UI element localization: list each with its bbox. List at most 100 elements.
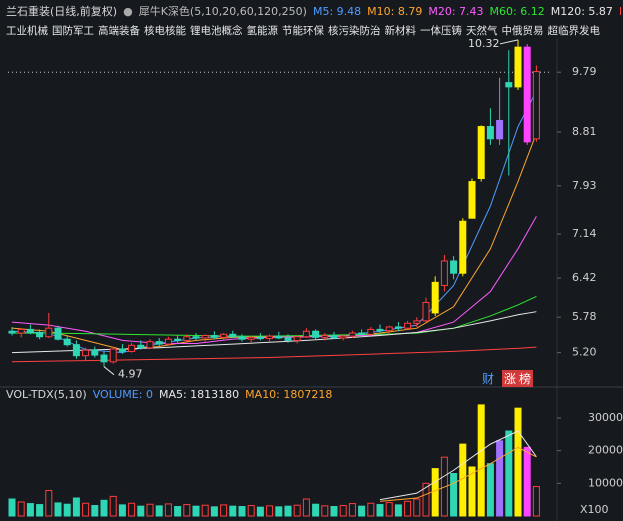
title: 兰石重装(日线,前复权) [6, 5, 118, 18]
candle [26, 324, 34, 335]
y-tick-label: 7.93 [572, 179, 597, 192]
button[interactable]: 涨 [502, 370, 519, 387]
legend-entry: M250: 5 [619, 5, 621, 18]
candle [532, 65, 540, 142]
candle-body [376, 328, 384, 332]
volume-bar [63, 503, 71, 517]
candle-body [413, 320, 421, 324]
candle [118, 344, 126, 354]
volume-bar [137, 505, 145, 517]
concept-tag[interactable]: 锂电池概念 [190, 25, 243, 37]
candle [293, 335, 301, 344]
volume-ma-line [379, 446, 537, 502]
volume-bar [100, 499, 108, 517]
candle-body [486, 126, 494, 140]
volume-subtitle: VOLUME: 0 [92, 388, 153, 401]
volume-legend-entry: MA10: 1807218 [245, 388, 333, 401]
candle [247, 335, 255, 343]
concept-tag[interactable]: 高端装备 [98, 25, 140, 37]
volume-unit: X100 [580, 503, 609, 516]
concept-tag[interactable]: 超临界发电 [547, 25, 601, 37]
volume-y-tick-label: 10000 [588, 476, 623, 489]
button[interactable]: 财 [482, 372, 495, 386]
volume-title: VOL-TDX(5,10) [6, 388, 87, 401]
y-tick-label: 5.20 [572, 346, 597, 359]
candle [486, 108, 494, 145]
candle-body [459, 220, 467, 274]
candle [238, 334, 246, 342]
candle-body [256, 336, 264, 340]
volume-bar [266, 505, 274, 517]
concept-tag[interactable]: 新材料 [384, 25, 417, 37]
concept-tag[interactable]: 氢能源 [246, 25, 279, 37]
candle-body [275, 335, 283, 339]
candle-body [155, 341, 163, 345]
concept-tag[interactable]: 天然气 [466, 25, 498, 37]
candle [146, 339, 154, 349]
candle-body [63, 338, 71, 346]
annotation: 10.32 [468, 37, 500, 50]
candle [137, 340, 145, 350]
legend-entry: M60: 6.12 [489, 4, 545, 18]
indicator-icon[interactable]: ● [123, 4, 133, 18]
candle [413, 317, 421, 327]
candle-body [532, 71, 540, 140]
candle-body [183, 336, 191, 341]
concept-tag[interactable]: 中俄贸易 [501, 25, 544, 37]
candle-body [440, 260, 448, 286]
candle-body [82, 349, 90, 357]
candle-body [238, 336, 246, 340]
volume-bar [293, 504, 301, 517]
concept-tag[interactable]: 核电核能 [144, 25, 186, 37]
candle-body [514, 46, 522, 88]
candle [440, 254, 448, 292]
candle-body [192, 336, 200, 339]
candle [459, 218, 467, 277]
candle [284, 334, 292, 343]
candle-body [91, 349, 99, 356]
candle-body [496, 119, 504, 140]
candle-body [45, 327, 53, 338]
volume-legend-entry: MA5: 1813180 [158, 388, 240, 401]
volume-bar [431, 468, 439, 517]
volume-bar [82, 502, 90, 517]
concept-tag[interactable]: 工业机械 [6, 25, 48, 37]
volume-bar [422, 482, 430, 517]
volume-bar [155, 505, 163, 517]
concept-tag[interactable]: 国防军工 [52, 25, 94, 37]
candle [523, 44, 531, 145]
volume-bar [128, 502, 136, 517]
volume-ma-line [379, 430, 537, 501]
button[interactable]: 榜 [517, 370, 534, 387]
concept-tag[interactable]: 核污染防治 [328, 25, 381, 37]
candle [128, 342, 136, 353]
candle [321, 333, 329, 341]
volume-bar [312, 503, 320, 517]
candle [302, 328, 310, 338]
candle [450, 256, 458, 280]
concept-tag[interactable]: 一体压铸 [420, 25, 462, 37]
candle [183, 334, 191, 342]
volume-bar [17, 501, 25, 517]
volume-bar [477, 404, 485, 517]
candle-body [348, 332, 356, 337]
volume-bar [192, 505, 200, 517]
candle [266, 334, 274, 342]
candle [91, 346, 99, 358]
candle-body [220, 333, 228, 338]
volume-bar [284, 505, 292, 517]
concept-tag[interactable]: 节能环保 [282, 25, 324, 37]
volume-bar [376, 504, 384, 517]
volume-bar [385, 502, 393, 517]
volume-bar [118, 504, 126, 517]
volume-bar [348, 503, 356, 517]
candle-body [321, 335, 329, 338]
volume-bar [496, 440, 504, 517]
volume-bar [229, 505, 237, 517]
candle-body [229, 333, 237, 338]
candle [220, 333, 228, 341]
volume-bar [210, 506, 218, 517]
volume-bar [486, 463, 494, 517]
